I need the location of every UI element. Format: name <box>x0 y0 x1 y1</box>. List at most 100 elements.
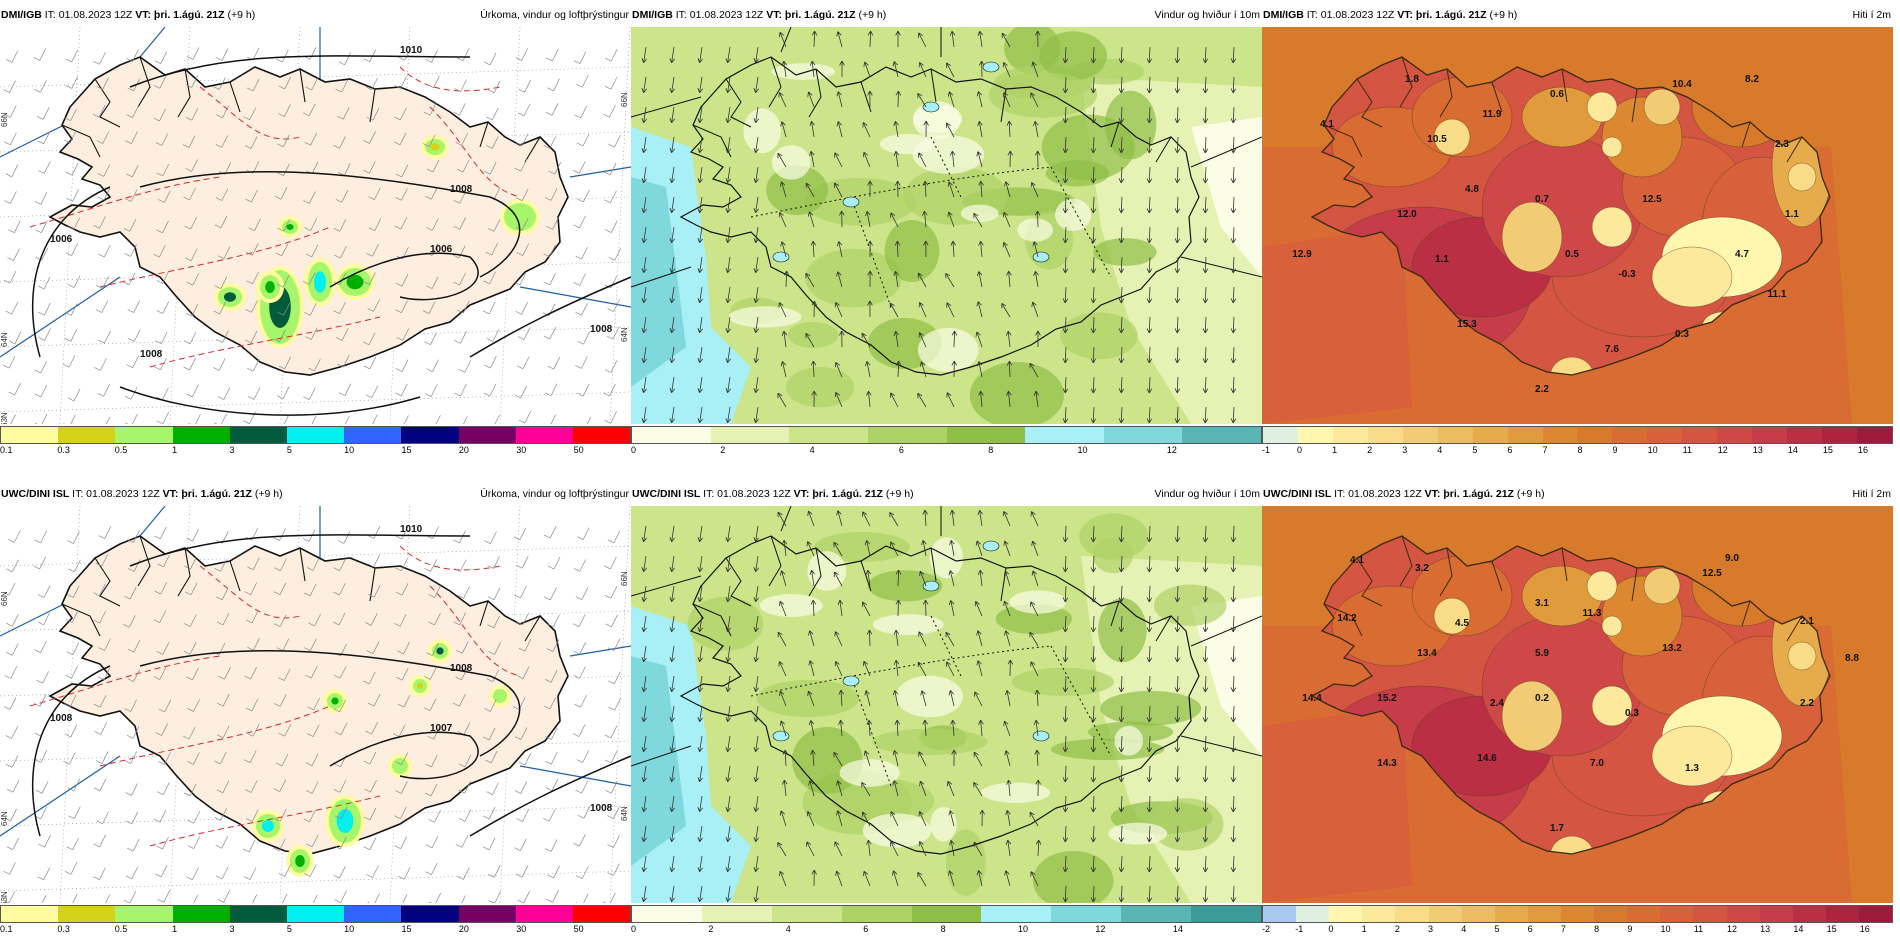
wind-barb <box>278 356 292 370</box>
wind-barb <box>453 191 467 204</box>
wind-barb <box>337 531 351 544</box>
wind-arrow <box>1002 62 1011 78</box>
init-time: IT: 01.08.2023 12Z <box>72 488 160 500</box>
map-area[interactable]: 1.8 10.4 8.2 4.1 10.5 11.9 0.6 2.3 4.8 0.7 12.5 12.… <box>1262 27 1893 424</box>
wind-arrow <box>917 92 927 108</box>
wind-arrow <box>866 719 872 737</box>
wind-arrow <box>1118 196 1125 214</box>
wind-barb <box>604 190 617 204</box>
wind-arrow <box>1202 795 1209 813</box>
wind-arrow <box>1062 376 1069 394</box>
wind-barb <box>38 834 51 848</box>
wind-barb <box>544 525 557 539</box>
wind-barb <box>425 384 438 397</box>
legend-swatch <box>1660 906 1694 922</box>
legend-tick-label: 8 <box>988 445 994 455</box>
wind-arrow <box>945 272 955 288</box>
wind-arrow <box>697 76 703 94</box>
wind-barb <box>363 807 377 821</box>
wind-barb <box>126 838 140 852</box>
wind-barb <box>544 670 558 683</box>
wind-barb <box>516 556 529 569</box>
wind-barb <box>186 273 200 286</box>
wind-barb <box>274 809 287 822</box>
map-area[interactable]: 1010 1008 1007 1008 1008 66N 66N 64N 64N 63N <box>0 506 631 903</box>
wind-barb <box>125 866 139 880</box>
wind-barb <box>67 778 81 792</box>
wind-barb <box>246 271 259 285</box>
wind-arrow <box>1062 346 1069 364</box>
temperature-value: 15.3 <box>1457 319 1477 330</box>
wind-arrow <box>1146 675 1153 693</box>
wind-barb <box>608 134 621 148</box>
wind-barb <box>426 276 439 289</box>
wind-barb <box>248 218 261 232</box>
wind-arrow <box>975 331 983 348</box>
map-area[interactable]: 4.1 3.2 9.0 12.5 14.2 4.5 3.1 11.3 2.1 13.4 5.9 13.… <box>1262 506 1893 903</box>
wind-arrow <box>753 76 759 94</box>
wind-barb <box>335 328 349 341</box>
wind-barb <box>603 383 616 397</box>
wind-arrow <box>895 90 902 108</box>
wind-barb <box>428 810 441 823</box>
wind-barb <box>545 103 559 116</box>
wind-barb <box>335 79 348 93</box>
wind-barb <box>546 48 559 62</box>
wind-arrow <box>1062 555 1069 573</box>
wind-arrow <box>918 152 927 168</box>
legend-swatch <box>58 427 116 443</box>
wind-barb <box>242 839 256 853</box>
wind-arrow <box>780 570 787 587</box>
wind-arrow <box>1202 585 1209 603</box>
temperature-value: 4.1 <box>1320 119 1334 130</box>
temperature-value: 4.1 <box>1350 555 1364 566</box>
wind-arrow <box>779 31 787 48</box>
temperature-value: 1.1 <box>1785 209 1799 220</box>
wind-barb <box>603 162 617 176</box>
wind-barb <box>153 810 167 823</box>
wind-barb <box>454 383 467 397</box>
wind-barb <box>246 809 259 822</box>
wind-arrow <box>976 91 983 108</box>
wind-barb <box>245 189 258 203</box>
wind-arrow <box>1174 795 1181 813</box>
wind-arrow <box>697 376 703 394</box>
wind-arrow <box>917 661 927 677</box>
legend-tick-label: 8 <box>1594 924 1600 934</box>
forecast-panel-0-0: DMI/IGB IT: 01.08.2023 12Z VT: þri. 1.ág… <box>0 9 631 469</box>
wind-barb <box>193 894 199 903</box>
wind-barb <box>426 359 439 372</box>
wind-arrow <box>890 811 899 827</box>
wind-arrow <box>834 391 843 408</box>
wind-barb <box>604 360 618 373</box>
legend-tick-label: 6 <box>1527 924 1533 934</box>
wind-arrow <box>1035 839 1042 857</box>
wind-barb <box>305 327 318 340</box>
latitude-label: 64N <box>0 811 9 826</box>
wind-barb <box>456 641 469 654</box>
wind-barb <box>312 894 318 903</box>
map-area[interactable] <box>631 27 1262 424</box>
map-area[interactable]: 1010 1008 1006 1006 1008 1008 66N 66N 64N 64N 63N <box>0 27 631 424</box>
wind-barb <box>575 780 588 794</box>
wind-barb <box>573 666 586 679</box>
wind-barb <box>548 161 562 175</box>
wind-arrow <box>866 390 872 408</box>
wind-barb <box>158 190 171 203</box>
wind-arrow <box>894 719 901 737</box>
wind-arrow <box>1005 690 1011 707</box>
map-area[interactable] <box>631 506 1262 903</box>
wind-arrow <box>1202 525 1209 543</box>
legend-swatch <box>867 427 947 443</box>
wind-barb <box>368 187 381 200</box>
legend-tick-label: -2 <box>1262 924 1271 934</box>
wind-arrow <box>1007 150 1014 168</box>
wind-barb <box>94 722 108 735</box>
wind-barb <box>124 387 138 400</box>
wind-barb <box>394 836 407 850</box>
wind-barb <box>333 558 346 571</box>
coastline-fjord <box>61 603 101 637</box>
wind-barb <box>34 413 48 424</box>
wind-arrow <box>1062 136 1069 154</box>
wind-arrow <box>806 541 815 557</box>
